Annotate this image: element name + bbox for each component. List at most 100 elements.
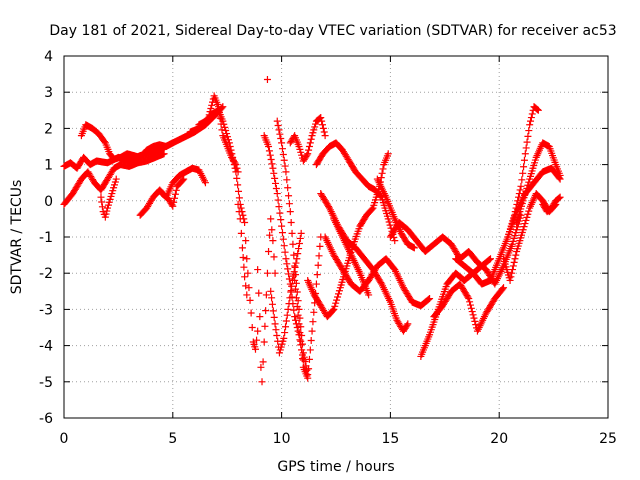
data-point (282, 323, 290, 331)
axis-ticks (63, 55, 609, 419)
data-point (282, 317, 290, 325)
data-point (255, 289, 263, 297)
data-point (245, 284, 253, 292)
x-tick-labels: 0 5 10 15 20 25 (60, 431, 617, 447)
data-point (296, 234, 304, 242)
data-point (368, 205, 376, 213)
data-point (520, 156, 528, 164)
data-point (234, 200, 242, 208)
data-point (238, 244, 246, 252)
data-point (281, 329, 289, 337)
data-point (304, 150, 312, 158)
data-point (511, 255, 519, 263)
data-point (260, 338, 268, 346)
y-tick-labels: -6 -5 -4 -3 -2 -1 0 1 2 3 4 (39, 49, 53, 427)
data-point (291, 313, 299, 321)
data-point (332, 299, 340, 307)
data-point (329, 306, 337, 314)
data-point (207, 104, 215, 112)
data-point (519, 197, 527, 205)
data-point (257, 363, 265, 371)
data-point (291, 262, 299, 270)
data-point (527, 114, 535, 122)
data-point (512, 251, 520, 259)
data-point (321, 132, 329, 140)
data-point (275, 126, 283, 134)
data-point (297, 337, 305, 345)
data-point (510, 258, 518, 266)
data-point (259, 358, 267, 366)
data-point (279, 150, 287, 158)
data-point (384, 150, 392, 158)
data-point (519, 226, 527, 234)
data-point (290, 306, 298, 314)
data-point (272, 184, 280, 192)
data-point (179, 176, 187, 184)
x-tick-label: 5 (168, 431, 177, 447)
y-tick-label: -6 (39, 411, 53, 427)
data-point (304, 374, 312, 382)
data-point (280, 242, 288, 250)
data-point (291, 276, 299, 284)
data-point (524, 132, 532, 140)
data-point (333, 296, 341, 304)
data-point (524, 181, 532, 189)
data-point (527, 117, 535, 125)
data-point (267, 215, 275, 223)
data-point (313, 271, 321, 279)
data-point (274, 196, 282, 204)
data-point (278, 222, 286, 230)
data-point (524, 210, 532, 218)
data-point (268, 226, 276, 234)
data-point (464, 293, 472, 301)
data-point (273, 117, 281, 125)
data-point (223, 130, 231, 138)
data-point (236, 215, 244, 223)
data-point (292, 271, 300, 279)
data-point (310, 308, 318, 316)
data-point (169, 139, 177, 147)
data-point (281, 162, 289, 170)
data-point (242, 282, 250, 290)
data-point (265, 147, 273, 155)
data-point (410, 244, 418, 252)
data-point (469, 311, 477, 319)
data-point (246, 296, 254, 304)
data-point (231, 164, 239, 172)
data-point (224, 136, 232, 144)
data-point (521, 150, 529, 158)
data-point (266, 151, 274, 159)
data-point (298, 355, 306, 363)
data-point (221, 123, 229, 131)
data-point (467, 304, 475, 312)
data-point (251, 345, 259, 353)
data-point (379, 165, 387, 173)
data-point (294, 311, 302, 319)
data-point (288, 282, 296, 290)
data-point (280, 156, 288, 164)
data-point (283, 311, 291, 319)
data-point (248, 324, 256, 331)
data-point (303, 151, 311, 159)
data-point (262, 291, 270, 299)
data-point (233, 174, 241, 182)
data-point (286, 208, 294, 216)
data-point (277, 135, 285, 143)
data-point (486, 255, 494, 263)
data-point (268, 300, 276, 308)
data-point (256, 313, 264, 321)
data-point (331, 302, 339, 310)
data-point (270, 313, 278, 321)
grid-lines (64, 56, 608, 418)
data-point (284, 265, 292, 273)
data-point (292, 316, 300, 324)
data-point (404, 320, 412, 328)
y-tick-label: 4 (44, 49, 53, 65)
data-point (285, 300, 293, 308)
data-point (241, 219, 249, 227)
data-point (169, 202, 177, 210)
data-point (500, 284, 508, 292)
data-point (239, 211, 247, 219)
data-point (319, 121, 327, 129)
